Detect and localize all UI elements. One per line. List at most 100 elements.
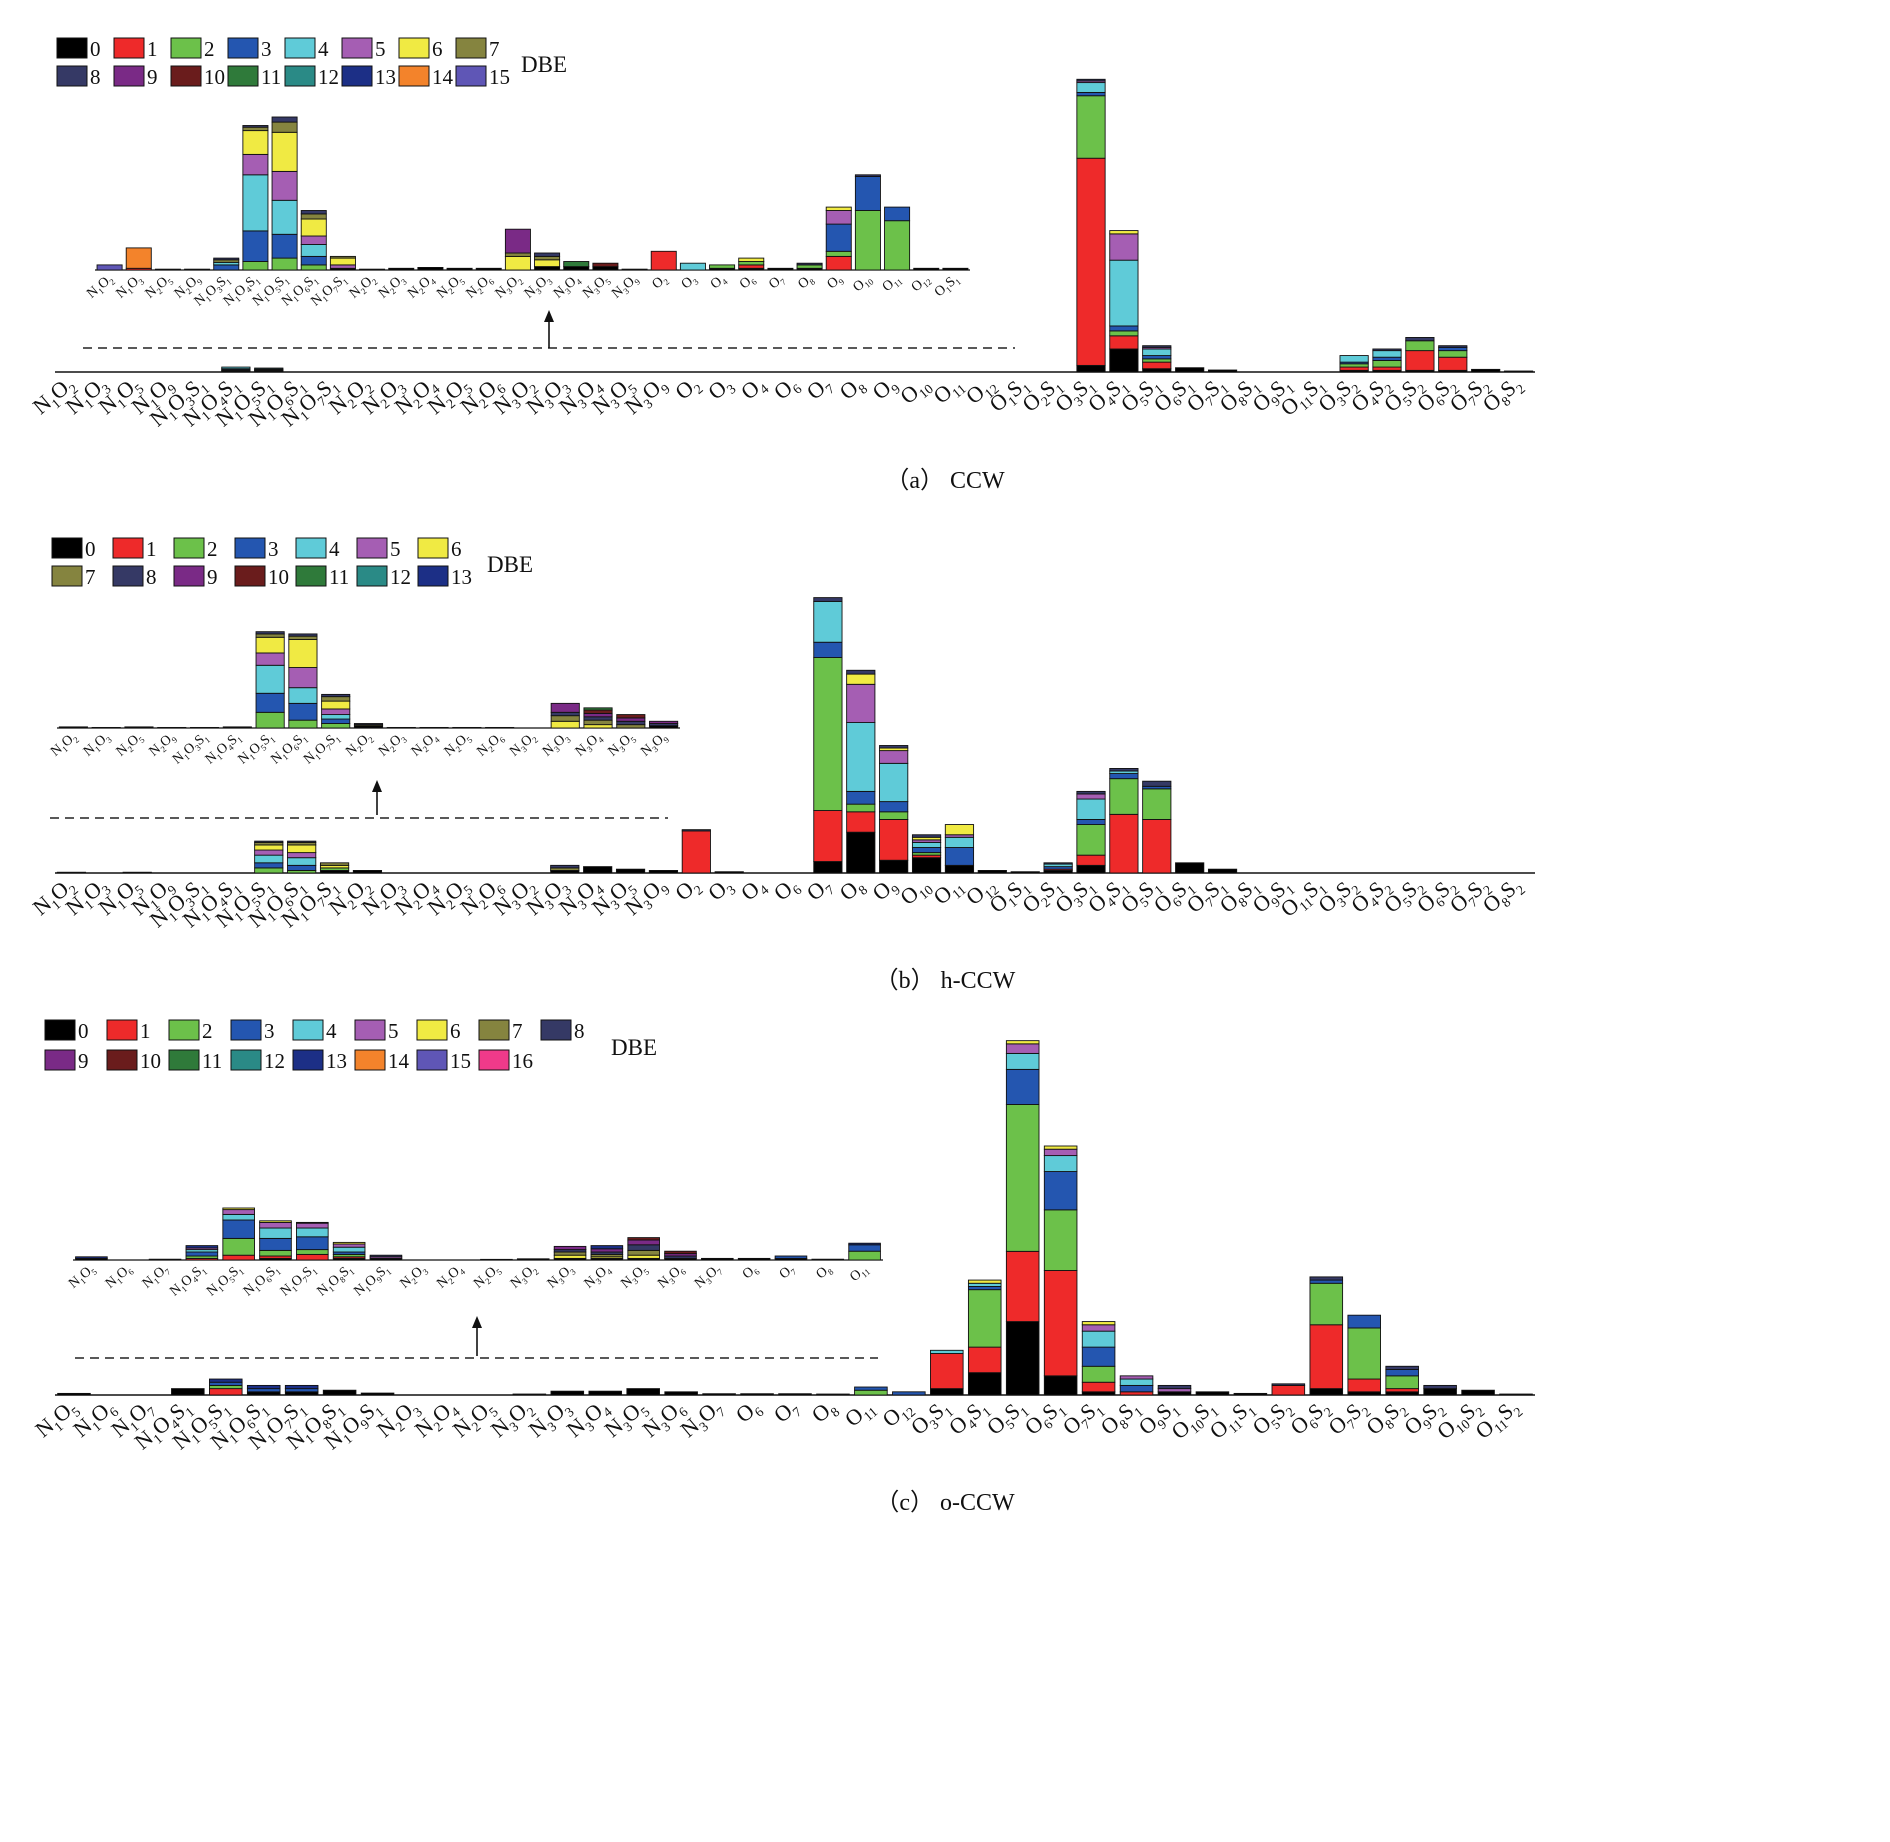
- formula-subscript: 1: [313, 752, 323, 762]
- inset-bar-segment-dbe-2: [242, 261, 269, 271]
- formula-subscript: 1: [235, 735, 245, 745]
- main-bar-segment-dbe-8: [1309, 1276, 1344, 1281]
- main-bar-segment-dbe-3: [1005, 1068, 1040, 1105]
- main-bar-segment-dbe-5: [287, 852, 317, 859]
- inset-tick-label: N1O6S1: [241, 1262, 283, 1301]
- main-tick-label: O7: [802, 872, 838, 909]
- legend-swatch-dbe-1: [113, 37, 145, 59]
- legend-label: 15: [450, 1049, 471, 1073]
- formula-subscript: 3: [545, 277, 555, 287]
- formula-subscript: 1: [280, 752, 290, 762]
- formula-subscript: 2: [388, 286, 398, 296]
- main-bar-segment-dbe-1: [1109, 335, 1139, 350]
- main-bar-segment-dbe-1: [967, 1346, 1002, 1374]
- main-bar-segment-dbe-6: [846, 673, 876, 685]
- formula-subscript: 2: [475, 286, 485, 296]
- formula-subscript: 7: [324, 742, 334, 753]
- main-bar-segment-dbe-0: [246, 1391, 281, 1396]
- inset-bar-segment-dbe-10: [664, 1250, 697, 1255]
- inset-tick-label: N3O4: [582, 1261, 615, 1293]
- inset-tick-label: N2O3: [398, 1262, 431, 1293]
- inset-tick-label: O3: [679, 272, 701, 294]
- main-bar-segment-dbe-0: [1142, 368, 1172, 373]
- inset-bar-segment-dbe-0: [475, 267, 502, 271]
- panel-caption: （c） o-CCW: [875, 1490, 1015, 1516]
- inset-bar-segment-dbe-14: [125, 247, 152, 269]
- legend: 0 1 2 3 4 5 6 78 9 10 11 12 13 14 15 DBE: [56, 37, 567, 89]
- inset-tick-label: N3O3: [522, 272, 555, 303]
- inset-tick-label: N1O8S1: [315, 1262, 357, 1301]
- main-bar-segment-dbe-3: [967, 1286, 1002, 1291]
- legend-swatch-dbe-12: [230, 1049, 262, 1071]
- formula-subscript: 6: [749, 276, 759, 287]
- inset-bar-segment-dbe-8: [321, 693, 351, 698]
- formula-subscript: 5: [494, 1267, 504, 1277]
- main-bar-segment-dbe-2: [967, 1289, 1002, 1348]
- formula-subscript: 1: [224, 277, 234, 287]
- inset-bar-segment-dbe-9: [649, 720, 679, 724]
- formula-subscript: 3: [193, 742, 203, 752]
- inset-bar-segment-dbe-3: [213, 264, 240, 271]
- formula-subscript: 4: [574, 276, 584, 287]
- main-bar-segment-dbe-3: [813, 641, 843, 658]
- inset-bar-segment-dbe-6: [222, 1207, 255, 1211]
- legend-swatch-dbe-13: [341, 65, 373, 87]
- main-tick-label: N3O9: [620, 872, 673, 923]
- main-bar-segment-dbe-8: [813, 597, 843, 602]
- legend-swatch-dbe-15: [416, 1049, 448, 1071]
- inset-tick-label: O6: [737, 271, 759, 293]
- inset-bar-segment-dbe-8: [271, 116, 298, 123]
- main-bar-segment-dbe-8: [1372, 348, 1402, 352]
- inset-tick-label: O10: [850, 272, 875, 297]
- main-bar-segment-dbe-8: [1385, 1365, 1419, 1370]
- main-bar-segment-dbe-0: [626, 1388, 660, 1396]
- inset-tick-label: O12: [909, 272, 934, 297]
- main-bar-segment-dbe-6: [1109, 230, 1139, 235]
- inset-bar-segment-dbe-5: [222, 1209, 255, 1215]
- main-bar-segment-dbe-3: [1076, 91, 1106, 97]
- legend-label: 0: [78, 1019, 89, 1043]
- main-bar-segment-dbe-5: [879, 750, 909, 764]
- inset-tick-label: N3O4: [573, 729, 606, 761]
- legend-swatch-dbe-3: [230, 1019, 262, 1041]
- main-bar-segment-dbe-1: [1081, 1381, 1116, 1393]
- inset-bar-segment-dbe-2: [848, 1250, 881, 1261]
- main-bar-segment-dbe-0: [1499, 1393, 1533, 1396]
- inset-bar-segment-dbe-3: [825, 223, 852, 252]
- formula-subscript: 9: [661, 735, 671, 745]
- inset-tick-label: N1O7S1: [301, 730, 343, 769]
- inset-bar-segment-dbe-0: [811, 1258, 845, 1261]
- main-bar-segment-dbe-2: [1005, 1104, 1040, 1252]
- legend-swatch-dbe-1: [106, 1019, 138, 1041]
- inset-tick-label: N2O5: [114, 730, 147, 761]
- formula-subscript: 9: [632, 277, 642, 287]
- legend-label: 9: [207, 565, 218, 589]
- main-tick-label: O7: [769, 1394, 805, 1431]
- main-bar-segment-dbe-2: [1142, 788, 1172, 820]
- inset-bar-segment-dbe-6: [321, 700, 351, 710]
- inset-tick-label: O7: [777, 1261, 799, 1283]
- legend-swatch-dbe-13: [292, 1049, 324, 1071]
- main-bar-segment-dbe-0: [1207, 868, 1238, 874]
- inset-bar-segment-dbe-5: [259, 1221, 292, 1229]
- legend-swatch-dbe-11: [168, 1049, 200, 1071]
- formula-subscript: 1: [200, 1267, 210, 1277]
- main-tick-label: O8: [835, 371, 871, 408]
- main-bar-segment-dbe-3: [246, 1388, 281, 1393]
- legend-swatch-dbe-11: [227, 65, 259, 87]
- inset-bar-segment-dbe-5: [321, 708, 351, 716]
- formula-subscript: 7: [163, 1266, 173, 1277]
- formula-subscript: 4: [432, 734, 442, 745]
- formula-subscript: 7: [301, 1274, 311, 1285]
- inset-bar-segment-dbe-0: [563, 266, 590, 271]
- inset-bar-segment-dbe-8: [288, 633, 318, 637]
- formula-subscript: 3: [399, 735, 409, 745]
- legend-label: 15: [489, 65, 510, 89]
- formula-subscript: 1: [268, 735, 278, 745]
- chart-panel-0: 0 1 2 3 4 5 6 78 9 10 11 12 13 14 15 DBEN1O2N1O3N1O5N1O…: [28, 37, 1535, 494]
- inset-bar-segment-dbe-0: [148, 1258, 182, 1261]
- inset-bar-segment-dbe-8: [616, 720, 646, 726]
- formula-subscript: 1: [291, 294, 301, 304]
- main-bar-segment-dbe-3: [1347, 1314, 1381, 1329]
- main-bar-segment-dbe-0: [1207, 369, 1238, 373]
